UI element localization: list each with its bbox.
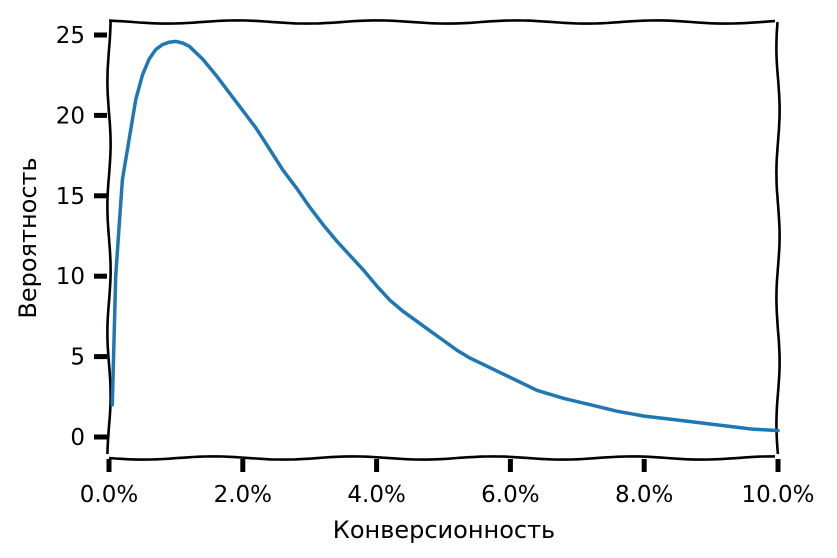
y-axis: 0 5 10 15 20 25 — [56, 23, 107, 451]
series-layer — [110, 39, 780, 433]
series-line-0 — [110, 39, 780, 433]
frame-bottom — [108, 455, 775, 461]
y-tick-label: 0 — [70, 425, 85, 451]
x-axis-label: Конверсионность — [333, 516, 555, 544]
x-tick-label: 2.0% — [214, 482, 272, 508]
x-axis: 0.0% 2.0% 4.0% 6.0% 8.0% 10.0% — [80, 459, 815, 508]
plot-frame — [106, 19, 781, 461]
x-tick-label: 0.0% — [80, 482, 138, 508]
frame-left — [106, 21, 112, 455]
y-tick-label: 15 — [56, 184, 85, 210]
y-tick-label: 10 — [56, 264, 85, 290]
y-axis-label: Вероятность — [14, 157, 42, 318]
y-tick-label: 20 — [56, 103, 85, 129]
frame-top — [108, 19, 776, 25]
x-tick-label: 4.0% — [347, 482, 405, 508]
x-tick-label: 6.0% — [481, 482, 539, 508]
frame-right — [775, 21, 781, 455]
x-tick-label: 8.0% — [615, 482, 673, 508]
y-tick-label: 5 — [70, 345, 85, 371]
y-tick-label: 25 — [56, 23, 85, 49]
x-tick-label: 10.0% — [741, 482, 814, 508]
